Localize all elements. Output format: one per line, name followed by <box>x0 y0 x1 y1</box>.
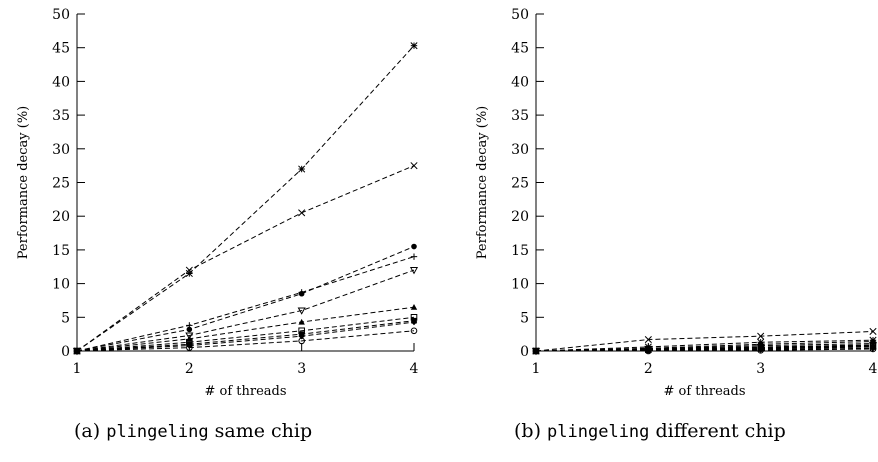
series-10-point <box>410 327 418 335</box>
y-tick-label: 25 <box>511 176 529 192</box>
series-4-point <box>186 322 193 329</box>
series-3-line <box>76 246 415 352</box>
series-4-line <box>76 256 415 352</box>
series-1 <box>532 327 877 355</box>
series-3-point <box>411 243 417 250</box>
x-tick-label: 1 <box>532 361 541 377</box>
series-2-point <box>185 266 193 274</box>
caption-a-prefix: (a) <box>74 420 101 442</box>
series-2-line <box>535 339 874 352</box>
x-tick-label: 3 <box>756 361 765 377</box>
series-6-line <box>76 306 415 352</box>
y-tick-label: 0 <box>520 344 529 360</box>
caption-same-chip: (a) plingeling same chip <box>74 420 312 442</box>
series-10-point <box>757 347 764 354</box>
series-4-point <box>298 289 305 296</box>
series-1 <box>73 42 418 355</box>
y-tick-label: 30 <box>511 142 529 158</box>
y-tick-label: 50 <box>511 7 529 23</box>
series-9-point <box>298 332 305 340</box>
x-axis-label: # of threads <box>204 384 286 399</box>
y-tick-label: 30 <box>52 142 70 158</box>
y-tick-label: 25 <box>52 176 70 192</box>
series-5-point <box>185 332 194 340</box>
series-1-point <box>644 335 652 344</box>
series-2-point <box>410 162 418 170</box>
series-7-line <box>76 316 415 352</box>
series-2-point <box>298 209 306 217</box>
series-5-point <box>297 307 306 315</box>
chart-same-chip: 0 5 10 15 20 25 30 35 40 45 50 1 2 3 4 # of threads Perf… <box>16 7 419 399</box>
series-3 <box>74 243 417 354</box>
series-10-line <box>536 348 874 352</box>
series-5-point <box>409 267 419 275</box>
x-tick-label: 4 <box>410 361 419 377</box>
y-tick-label: 40 <box>52 74 70 90</box>
series-1-point <box>757 332 765 340</box>
x-tick-label: 2 <box>644 361 653 377</box>
y-tick-label: 15 <box>52 243 70 259</box>
series-1-point <box>185 269 193 278</box>
caption-b-prefix: (b) <box>514 420 541 442</box>
series-9-point <box>410 318 418 326</box>
caption-a-suffix: same chip <box>214 420 313 442</box>
series-1-point <box>298 165 306 173</box>
series-1-point <box>410 42 418 50</box>
y-axis-label: Performance decay (%) <box>16 106 31 260</box>
series-1-point <box>869 327 877 336</box>
series-10-point <box>532 347 540 355</box>
series-6 <box>73 303 418 354</box>
y-tick-label: 0 <box>61 344 70 360</box>
y-tick-label: 5 <box>61 310 70 326</box>
caption-different-chip: (b) plingeling different chip <box>514 420 786 442</box>
y-tick-label: 45 <box>511 41 529 57</box>
y-axis-label: Performance decay (%) <box>475 106 490 260</box>
series-10 <box>73 327 418 355</box>
series-6-point <box>186 335 193 342</box>
series-2 <box>73 162 418 355</box>
series-10-point <box>73 347 81 355</box>
x-tick-label: 1 <box>73 361 82 377</box>
y-tick-label: 5 <box>520 310 529 326</box>
series-10-point <box>186 344 193 351</box>
caption-b-code: plingeling <box>547 422 650 442</box>
series-3-point <box>186 326 193 333</box>
series-10-line <box>76 330 415 352</box>
y-tick-label: 35 <box>511 108 529 124</box>
series-8-line <box>76 320 415 352</box>
series-5-line <box>76 269 415 352</box>
x-axis-label: # of threads <box>663 384 745 399</box>
series-4-point <box>410 253 418 260</box>
series-1-line <box>535 330 874 352</box>
y-tick-label: 35 <box>52 108 70 124</box>
y-tick-label: 45 <box>52 41 70 57</box>
series-6-point <box>298 318 305 325</box>
x-tick-label: 2 <box>185 361 194 377</box>
series-10 <box>532 345 877 355</box>
x-tick-label: 3 <box>297 361 306 377</box>
series-6-point <box>410 303 418 310</box>
caption-b-suffix: different chip <box>655 420 786 442</box>
chart-different-chip: 0 5 10 15 20 25 30 35 40 45 50 1 2 3 4 # of threads Perf… <box>475 7 878 399</box>
series-2-line <box>76 165 415 352</box>
series-9-line <box>76 321 415 352</box>
y-tick-label: 50 <box>52 7 70 23</box>
y-tick-label: 15 <box>511 243 529 259</box>
y-tick-label: 10 <box>52 277 70 293</box>
y-tick-label: 40 <box>511 74 529 90</box>
y-tick-label: 20 <box>52 209 70 225</box>
caption-a-code: plingeling <box>106 422 209 442</box>
y-tick-label: 10 <box>511 277 529 293</box>
x-tick-label: 4 <box>869 361 878 377</box>
series-10-point <box>645 347 652 355</box>
y-tick-label: 20 <box>511 209 529 225</box>
series-1-line <box>76 45 415 352</box>
series-10-point <box>869 345 877 353</box>
series-10-point <box>298 337 305 345</box>
